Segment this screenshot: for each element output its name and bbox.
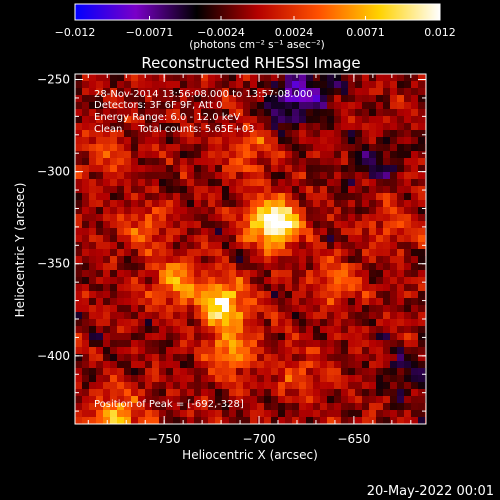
colorbar-tick-label: 0.012 — [424, 26, 456, 39]
y-tick-label: −300 — [37, 165, 70, 179]
y-tick-label: −250 — [37, 73, 70, 87]
colorbar-tick-label: 0.0024 — [275, 26, 314, 39]
annotation-detectors: Detectors: 3F 6F 9F, Att 0 — [94, 100, 222, 111]
y-tick-label: −400 — [37, 349, 70, 363]
colorbar-ticks: −0.012 −0.0071 −0.0024 0.0024 0.0071 0.012 — [55, 16, 456, 39]
x-axis-label: Heliocentric X (arcsec) — [182, 448, 318, 462]
chart-title: Reconstructed RHESSI Image — [141, 54, 360, 72]
x-tick-label: −700 — [243, 432, 276, 446]
colorbar-tick-label: −0.0071 — [126, 26, 174, 39]
x-axis-ticks: −750 −700 −650 — [87, 74, 412, 446]
colorbar-unit-label: (photons cm⁻² s⁻¹ asec⁻²) — [189, 39, 324, 51]
plot-frame — [74, 73, 427, 425]
colorbar — [74, 3, 441, 21]
y-tick-label: −350 — [37, 257, 70, 271]
x-tick-label: −650 — [337, 432, 370, 446]
footer-date: 20-May-2022 00:01 — [367, 484, 494, 499]
peak-position-label: Position of Peak = [-692,-328] — [94, 399, 244, 410]
colorbar-tick-label: −0.0024 — [197, 26, 245, 39]
annotation-total-counts: Clean Total counts: 5.65E+03 — [94, 124, 254, 135]
x-tick-label: −750 — [148, 432, 181, 446]
annotation-time-range: 28-Nov-2014 13:56:08.000 to 13:57:08.000 — [94, 89, 313, 100]
y-axis-label: Heliocentric Y (arcsec) — [13, 183, 27, 318]
colorbar-tick-label: 0.0071 — [346, 26, 385, 39]
annotation-energy-range: Energy Range: 6.0 - 12.0 keV — [94, 112, 240, 123]
y-axis-ticks: −250 −300 −350 −400 — [37, 73, 426, 412]
colorbar-tick-label: −0.012 — [55, 26, 96, 39]
